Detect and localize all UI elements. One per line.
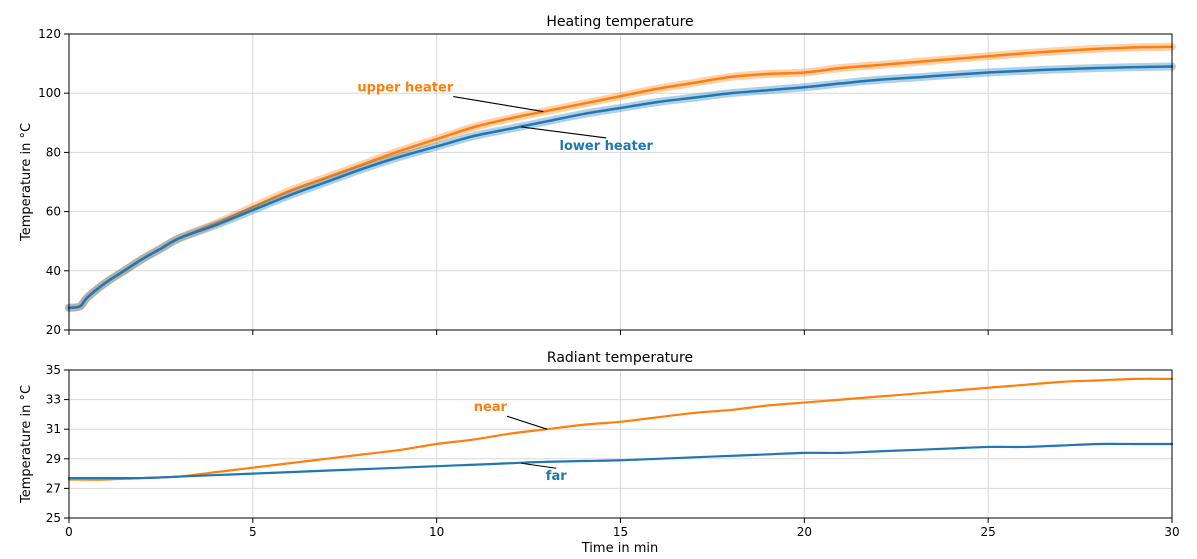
y-axis-ticks: 20 40 60 80 100 120 <box>38 27 69 337</box>
y-tick-label: 25 <box>46 511 61 525</box>
series-group <box>65 42 1176 312</box>
y-axis-label: Temperature in °C <box>19 123 34 242</box>
series-group <box>67 377 1174 481</box>
x-axis-ticks: 0 5 10 15 20 25 30 <box>65 518 1180 539</box>
y-tick-label: 80 <box>46 145 61 159</box>
annotation-label: lower heater <box>560 139 654 154</box>
annotation-leader <box>521 462 557 469</box>
y-tick-label: 20 <box>46 323 61 337</box>
x-axis-ticks <box>68 330 1173 335</box>
y-tick-label: 40 <box>46 264 61 278</box>
annotation-leader <box>521 126 607 139</box>
y-tick-label: 35 <box>46 363 61 377</box>
y-tick-label: 100 <box>38 86 61 100</box>
y-tick-label: 29 <box>46 452 61 466</box>
annotations: near far <box>474 400 568 484</box>
x-tick-label: 30 <box>1164 525 1179 539</box>
series-line-near <box>67 377 1174 481</box>
grid <box>68 369 1173 519</box>
y-axis-ticks: 25 27 29 31 33 35 <box>46 363 69 525</box>
annotation-leader <box>506 415 548 430</box>
series-line-far <box>67 442 1174 480</box>
y-tick-label: 31 <box>46 422 61 436</box>
annotation-label: near <box>474 400 508 415</box>
x-tick-label: 5 <box>249 525 257 539</box>
heating-temperature-plot: Heating temperature upper heater lower he… <box>19 14 1176 337</box>
grid <box>68 33 1173 331</box>
x-axis-label: Time in min <box>581 541 658 555</box>
x-tick-label: 25 <box>981 525 996 539</box>
chart-title: Heating temperature <box>546 14 693 30</box>
y-tick-label: 33 <box>46 393 61 407</box>
chart-title: Radiant temperature <box>547 350 693 366</box>
annotation-label: far <box>546 469 567 484</box>
y-axis-label: Temperature in °C <box>19 385 34 504</box>
x-tick-label: 10 <box>429 525 444 539</box>
x-tick-label: 20 <box>797 525 812 539</box>
series-line-lower-heater <box>67 65 1174 310</box>
radiant-temperature-plot: Radiant temperature near far 25 27 29 31 33 35… <box>19 350 1180 556</box>
x-tick-label: 15 <box>613 525 628 539</box>
y-tick-label: 60 <box>46 205 61 219</box>
annotations: upper heater lower heater <box>357 81 653 154</box>
annotation-leader <box>453 96 544 113</box>
y-tick-label: 120 <box>38 27 61 41</box>
y-tick-label: 27 <box>46 481 61 495</box>
annotation-label: upper heater <box>357 81 453 96</box>
x-tick-label: 0 <box>65 525 73 539</box>
